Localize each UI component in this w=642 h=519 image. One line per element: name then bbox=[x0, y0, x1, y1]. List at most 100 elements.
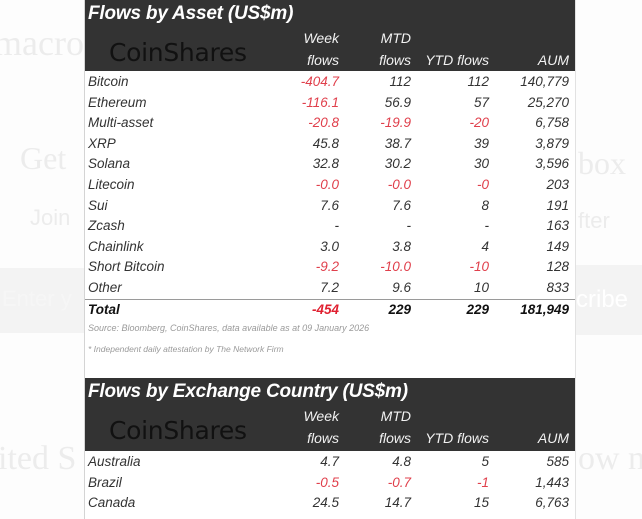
week-flows-value: 45.8 bbox=[312, 135, 339, 151]
table-title: Flows by Asset (US$m) bbox=[88, 3, 294, 24]
week-flows-value: 24.5 bbox=[312, 495, 339, 511]
coinshares-logo: CoinShares bbox=[109, 38, 247, 67]
table-row: Other 7.2 9.6 10 833 bbox=[85, 278, 575, 299]
bg-text-box: box bbox=[578, 145, 626, 181]
mtd-flows-value: 14.7 bbox=[384, 495, 411, 511]
row-label: Ethereum bbox=[88, 94, 147, 110]
column-header-mtd-flows: MTD flows bbox=[379, 408, 411, 446]
ytd-flows-value: 8 bbox=[481, 197, 489, 213]
aum-value: 163 bbox=[546, 218, 569, 234]
table-row: Ethereum -116.1 56.9 57 25,270 bbox=[85, 93, 575, 114]
mtd-flows-value: 9.6 bbox=[392, 279, 411, 295]
aum-value: 3,879 bbox=[535, 135, 569, 151]
table-row: Chainlink 3.0 3.8 4 149 bbox=[85, 237, 575, 258]
row-label: Short Bitcoin bbox=[88, 259, 165, 275]
column-header-week-flows: Week flows bbox=[303, 30, 339, 68]
row-label: Australia bbox=[88, 454, 141, 469]
mtd-flows-value: 4.8 bbox=[392, 454, 411, 469]
aum-value: 203 bbox=[546, 176, 569, 192]
ytd-flows-value: 10 bbox=[473, 279, 489, 295]
flows-by-exchange-country-table: Flows by Exchange Country (US$m) CoinSha… bbox=[84, 378, 576, 519]
flows-by-asset-table: Flows by Asset (US$m) CoinShares Week fl… bbox=[84, 0, 576, 378]
bg-subscribe-button bbox=[576, 265, 642, 335]
column-header-week-flows: Week flows bbox=[303, 408, 339, 446]
aum-value: 585 bbox=[546, 454, 569, 469]
aum-value: 149 bbox=[546, 238, 569, 254]
table-row: Sui 7.6 7.6 8 191 bbox=[85, 196, 575, 217]
row-label: Bitcoin bbox=[88, 74, 129, 89]
row-label: XRP bbox=[88, 135, 116, 151]
ytd-flows-value: 4 bbox=[481, 238, 489, 254]
row-label: Other bbox=[88, 279, 122, 295]
aum-value: 6,763 bbox=[535, 495, 569, 511]
week-flows-value: 32.8 bbox=[312, 156, 339, 172]
column-header-ytd-flows: YTD flows bbox=[425, 430, 489, 446]
row-label: Litecoin bbox=[88, 176, 135, 192]
ytd-flows-value: -10 bbox=[469, 259, 489, 275]
mtd-flows-value: 229 bbox=[388, 301, 411, 317]
week-flows-value: -116.1 bbox=[301, 94, 339, 110]
row-label: Total bbox=[88, 301, 120, 317]
column-header-aum: AUM bbox=[537, 430, 569, 446]
bg-text-fter: fter bbox=[578, 208, 610, 233]
table-row: Solana 32.8 30.2 30 3,596 bbox=[85, 154, 575, 175]
table-row: Canada 24.5 14.7 15 6,763 bbox=[85, 493, 575, 514]
row-label: Sui bbox=[88, 197, 108, 213]
aum-value: 140,779 bbox=[520, 74, 569, 89]
aum-value: 25,270 bbox=[527, 94, 569, 110]
week-flows-value: -20.8 bbox=[308, 115, 339, 131]
mtd-flows-value: -0.7 bbox=[387, 474, 411, 490]
coinshares-logo: CoinShares bbox=[109, 416, 247, 445]
aum-value: 181,949 bbox=[520, 301, 569, 317]
aum-value: 3,596 bbox=[535, 156, 569, 172]
bg-text-ow: ow n bbox=[578, 440, 642, 477]
ytd-flows-value: 30 bbox=[473, 156, 489, 172]
mtd-flows-value: 30.2 bbox=[384, 156, 411, 172]
ytd-flows-value: - bbox=[484, 218, 490, 234]
week-flows-value: -0.5 bbox=[315, 474, 339, 490]
bg-text-join: Join bbox=[30, 205, 71, 230]
week-flows-value: -9.2 bbox=[315, 259, 339, 275]
row-label: Brazil bbox=[88, 474, 122, 490]
mtd-flows-value: - bbox=[406, 218, 412, 234]
week-flows-value: -0.0 bbox=[315, 176, 339, 192]
aum-value: 833 bbox=[546, 279, 569, 295]
ytd-flows-value: -0 bbox=[476, 176, 489, 192]
ytd-flows-value: 15 bbox=[473, 495, 489, 511]
week-flows-value: -404.7 bbox=[300, 74, 339, 89]
total-row: Total -454 229 229 181,949 bbox=[85, 298, 575, 320]
asset-rows: Bitcoin -404.7 112 112 140,779 Ethereum … bbox=[85, 71, 575, 319]
table-header: Flows by Asset (US$m) CoinShares Week fl… bbox=[85, 0, 575, 71]
table-row: Australia 4.7 4.8 5 585 bbox=[85, 452, 575, 473]
table-row: Multi-asset -20.8 -19.9 -20 6,758 bbox=[85, 113, 575, 134]
table-row: Brazil -0.5 -0.7 -1 1,443 bbox=[85, 473, 575, 494]
ytd-flows-value: 229 bbox=[466, 301, 489, 317]
week-flows-value: - bbox=[334, 218, 340, 234]
mtd-flows-value: 38.7 bbox=[384, 135, 411, 151]
table-row: Short Bitcoin -9.2 -10.0 -10 128 bbox=[85, 257, 575, 278]
source-note: Source: Bloomberg, CoinShares, data avai… bbox=[88, 323, 370, 333]
ytd-flows-value: -20 bbox=[469, 115, 489, 131]
ytd-flows-value: -1 bbox=[476, 474, 489, 490]
table-row: Zcash - - - 163 bbox=[85, 216, 575, 237]
bg-text-ited: ited S bbox=[0, 440, 77, 477]
country-rows: Australia 4.7 4.8 5 585 Brazil -0.5 -0.7… bbox=[85, 451, 575, 514]
ytd-flows-value: 39 bbox=[473, 135, 489, 151]
attestation-footnote: * Independent daily attestation by The N… bbox=[88, 344, 284, 354]
mtd-flows-value: -10.0 bbox=[380, 259, 411, 275]
aum-value: 6,758 bbox=[535, 115, 569, 131]
week-flows-value: 4.7 bbox=[320, 454, 339, 469]
table-row: Bitcoin -404.7 112 112 140,779 bbox=[85, 72, 575, 93]
row-label: Multi-asset bbox=[88, 115, 154, 131]
row-label: Zcash bbox=[88, 218, 125, 234]
bg-text-macro: macro bbox=[0, 23, 84, 63]
mtd-flows-value: 7.6 bbox=[392, 197, 411, 213]
table-row: XRP 45.8 38.7 39 3,879 bbox=[85, 134, 575, 155]
table-header: Flows by Exchange Country (US$m) CoinSha… bbox=[85, 378, 575, 451]
bg-text-cribe: cribe bbox=[576, 286, 629, 313]
table-row: Litecoin -0.0 -0.0 -0 203 bbox=[85, 175, 575, 196]
row-label: Chainlink bbox=[88, 238, 144, 254]
mtd-flows-value: 56.9 bbox=[384, 94, 411, 110]
aum-value: 191 bbox=[546, 197, 569, 213]
